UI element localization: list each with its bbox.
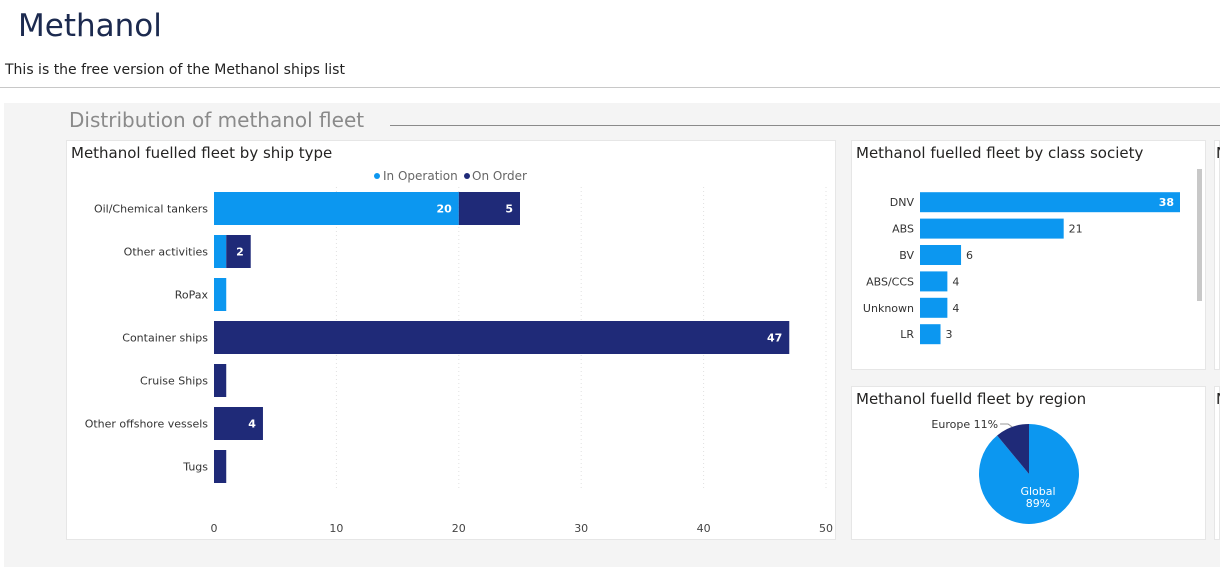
bar-segment	[214, 192, 459, 225]
bar	[920, 192, 1180, 213]
chart-title: N	[1216, 390, 1220, 408]
ship-type-chart: In Operation On Order 0 10 20 30 40 50 Oil/Chemi…	[85, 169, 833, 535]
data-label: 20	[436, 203, 452, 216]
leader-line	[1000, 423, 1013, 428]
category-label: Other activities	[124, 246, 209, 259]
chart-title: Methanol fuelld fleet by region	[856, 390, 1087, 408]
header-divider	[0, 87, 1220, 88]
data-label: 4	[952, 275, 959, 288]
category-label: Oil/Chemical tankers	[94, 203, 208, 216]
ship-type-chart-card[interactable]: Methanol fuelled fleet by ship type In O…	[66, 140, 836, 540]
data-label: 2	[236, 246, 244, 259]
data-label: 3	[946, 328, 953, 341]
data-label: 4	[952, 302, 959, 315]
data-label: 4	[248, 418, 256, 431]
data-label: 47	[767, 332, 782, 345]
category-label: ABS	[892, 223, 914, 236]
data-label: 21	[1069, 223, 1083, 236]
x-tick-label: 0	[211, 522, 218, 535]
x-tick-label: 10	[329, 522, 343, 535]
bar	[920, 245, 962, 265]
bar-segment	[214, 278, 227, 311]
category-label: RoPax	[175, 289, 209, 302]
chart-legend: In Operation On Order	[374, 169, 527, 183]
x-tick-label: 50	[819, 522, 833, 535]
bar	[920, 324, 941, 345]
bar-segment	[214, 235, 227, 268]
bar-segment	[214, 364, 227, 397]
data-label: 5	[505, 203, 513, 216]
section-divider	[390, 125, 1220, 126]
data-label: 38	[1159, 196, 1174, 209]
x-tick-label: 30	[574, 522, 588, 535]
bar	[920, 271, 948, 292]
class-society-chart-card[interactable]: Methanol fuelled fleet by class society …	[851, 140, 1206, 370]
legend-marker	[374, 173, 380, 179]
page-title: Methanol	[18, 8, 162, 44]
cut-off-card-bottom[interactable]: N	[1214, 386, 1220, 540]
legend-marker	[464, 173, 470, 179]
category-label: DNV	[890, 196, 915, 209]
bar-segment	[226, 235, 251, 268]
category-label: Cruise Ships	[140, 375, 208, 388]
pie-slice	[997, 424, 1029, 474]
chart-title: N	[1216, 144, 1220, 162]
chart-title: Methanol fuelled fleet by class society	[856, 144, 1144, 162]
bar	[920, 297, 948, 318]
legend-entry: In Operation	[383, 169, 458, 183]
page-subtitle: This is the free version of the Methanol…	[5, 62, 345, 78]
legend-entry: On Order	[472, 169, 527, 183]
cut-off-card-top[interactable]: N	[1214, 140, 1220, 370]
bar-segment	[214, 321, 790, 354]
class-society-chart: DNV 38 ABS 21 BV 6 ABS/CCS 4 Unknown 4 LR 3	[863, 192, 1180, 345]
bar-segment	[458, 192, 520, 225]
category-label: ABS/CCS	[866, 275, 914, 288]
chart-title: Methanol fuelled fleet by ship type	[71, 144, 333, 162]
bar-segment	[214, 450, 227, 483]
slice-label: Global	[1020, 485, 1055, 498]
bar-segment	[214, 407, 263, 440]
section-title: Distribution of methanol fleet	[69, 108, 365, 132]
scrollbar[interactable]	[1197, 169, 1202, 301]
slice-value-label: 89%	[1026, 497, 1050, 510]
region-chart-card[interactable]: Methanol fuelld fleet by region Global 89…	[851, 386, 1206, 540]
x-tick-label: 20	[452, 522, 466, 535]
category-label: Unknown	[863, 302, 914, 315]
category-label: LR	[900, 328, 914, 341]
category-label: Other offshore vessels	[85, 418, 209, 431]
category-label: BV	[899, 249, 914, 262]
data-label: 6	[966, 249, 973, 262]
bar	[920, 218, 1064, 239]
x-tick-label: 40	[697, 522, 711, 535]
category-label: Container ships	[122, 332, 208, 345]
category-label: Tugs	[182, 461, 208, 474]
slice-label: Europe 11%	[931, 418, 998, 431]
